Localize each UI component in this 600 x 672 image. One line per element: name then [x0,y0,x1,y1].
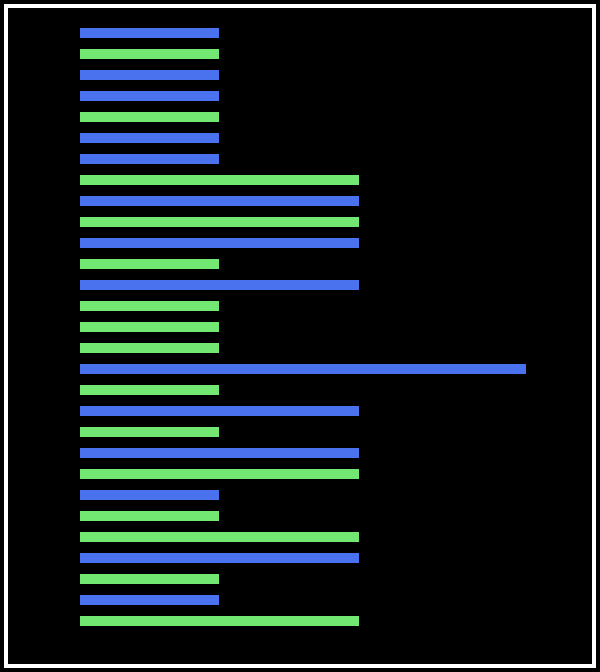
bar-row [80,217,359,227]
bar-row [80,175,359,185]
bar-row [80,406,359,416]
bar-row [80,343,219,353]
bar-row [80,595,219,605]
bar-row [80,301,219,311]
bar-row [80,28,219,38]
bar-row [80,448,359,458]
bar-row [80,112,219,122]
bar-row [80,91,219,101]
bar-row [80,490,219,500]
chart-panel [8,8,592,664]
bar-row [80,280,359,290]
bar-row [80,364,526,374]
bar-row [80,70,219,80]
bar-row [80,49,219,59]
bar-row [80,133,219,143]
bar-row [80,616,359,626]
bar-row [80,574,219,584]
plot-area [80,28,540,644]
bar-row [80,385,219,395]
bar-row [80,532,359,542]
chart-container [0,0,600,672]
bar-row [80,154,219,164]
bar-row [80,322,219,332]
bar-row [80,511,219,521]
bar-row [80,196,359,206]
bar-row [80,469,359,479]
bar-row [80,259,219,269]
bar-row [80,238,359,248]
bar-row [80,427,219,437]
bar-row [80,553,359,563]
